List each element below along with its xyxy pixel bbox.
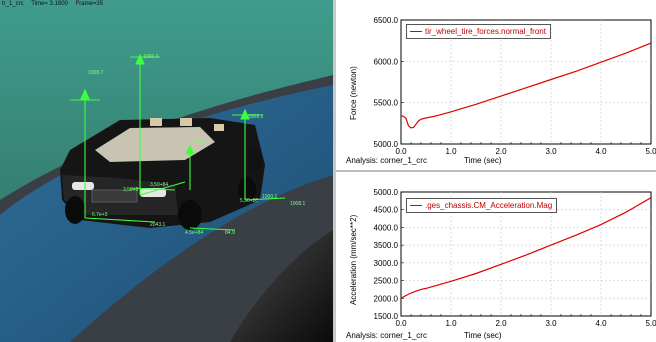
vector-annotations: 1008.7 1060.4 1009.5 3308.3 1008.1 3,50+… (88, 54, 306, 236)
force-plot-canvas: 0.0 1.0 2.0 3.0 4.0 5.0 6500.0 6000.0 5500.0 5000… (374, 16, 656, 156)
x-tick-label: 0.0 (395, 319, 407, 328)
x-tick-label: 1.0 (445, 319, 457, 328)
x-tick-label: 4.0 (595, 147, 607, 156)
plot-area (400, 19, 652, 145)
time-readout: Time= 3.1800 (31, 1, 68, 7)
x-tick-label: 1.0 (445, 147, 457, 156)
svg-text:3,50+84: 3,50+84 (150, 182, 168, 188)
svg-text:2043.1: 2043.1 (150, 222, 166, 228)
series-line (400, 197, 652, 299)
analysis-label: Analysis: (346, 331, 379, 340)
legend-swatch (410, 31, 422, 32)
analysis-label: Analysis: (346, 156, 379, 165)
series-line (400, 42, 652, 129)
svg-text:1009.5: 1009.5 (190, 139, 206, 145)
axis-footer: Analysis: corner_1_crc Time (sec) (346, 156, 501, 165)
y-tick-label: 2500.0 (374, 277, 399, 286)
analysis-value: corner_1_crc (380, 331, 427, 340)
acceleration-legend[interactable]: .ges_chassis.CM_Acceleration.Mag (406, 198, 558, 213)
svg-text:3308.3: 3308.3 (248, 114, 264, 120)
car-scene: 1008.7 1060.4 1009.5 3308.3 1008.1 3,50+… (0, 0, 333, 342)
legend-swatch (410, 205, 422, 206)
svg-text:1008.1: 1008.1 (290, 201, 306, 207)
x-tick-label: 3.0 (545, 147, 557, 156)
y-tick-label: 4000.0 (374, 223, 399, 232)
x-tick-label: 5.0 (645, 147, 656, 156)
y-tick-label: 5000.0 (374, 140, 399, 149)
analysis-value: corner_1_crc (380, 156, 427, 165)
legend-label: tir_wheel_tire_forces.normal_front (425, 27, 546, 36)
svg-text:1000.1: 1000.1 (262, 194, 278, 200)
y-tick-label: 6500.0 (374, 16, 399, 25)
y-tick-label: 5500.0 (374, 99, 399, 108)
y-tick-label: 1500.0 (374, 312, 399, 321)
x-tick-label: 0.0 (395, 147, 407, 156)
plot-divider (336, 170, 656, 172)
pane-divider[interactable] (333, 0, 336, 342)
y-axis-label: Force (newton) (349, 66, 358, 120)
force-legend[interactable]: tir_wheel_tire_forces.normal_front (406, 24, 551, 39)
y-tick-label: 5000.0 (374, 188, 399, 197)
y-axis-label: Acceleration (mm/sec**2) (349, 214, 358, 305)
x-tick-label: 3.0 (545, 319, 557, 328)
y-tick-label: 4500.0 (374, 206, 399, 215)
y-tick-label: 3000.0 (374, 259, 399, 268)
x-axis-label: Time (sec) (464, 156, 502, 165)
svg-text:3,5e+9: 3,5e+9 (123, 187, 139, 193)
force-vectors (70, 53, 286, 231)
y-tick-label: 2000.0 (374, 294, 399, 303)
svg-text:6.7e+3: 6.7e+3 (92, 212, 108, 218)
x-tick-label: 4.0 (595, 319, 607, 328)
svg-text:84.9: 84.9 (225, 230, 235, 236)
animation-viewport[interactable]: 1008.7 1060.4 1009.5 3308.3 1008.1 3,50+… (0, 0, 333, 342)
model-name: tr_1_crc (2, 1, 24, 7)
frame-readout: Frame=35 (75, 1, 104, 7)
axis-footer: Analysis: corner_1_crc Time (sec) (346, 331, 501, 340)
car-model (60, 118, 265, 230)
acceleration-plot[interactable]: 0.0 1.0 2.0 3.0 4.0 5.0 5000.0 4500.0 4000.0 3500… (336, 172, 656, 342)
svg-text:1060.4: 1060.4 (143, 54, 159, 60)
x-tick-label: 5.0 (645, 319, 656, 328)
legend-label: .ges_chassis.CM_Acceleration.Mag (425, 201, 553, 210)
x-axis-label: Time (sec) (464, 331, 502, 340)
svg-text:4.5e+84: 4.5e+84 (185, 230, 203, 236)
x-tick-label: 2.0 (495, 147, 507, 156)
y-tick-label: 6000.0 (374, 57, 399, 66)
x-tick-label: 2.0 (495, 319, 507, 328)
y-tick-label: 3500.0 (374, 241, 399, 250)
force-plot[interactable]: 0.0 1.0 2.0 3.0 4.0 5.0 6500.0 6000.0 5500.0 5000… (336, 0, 656, 170)
svg-text:5,30+80: 5,30+80 (240, 198, 258, 204)
svg-text:1008.7: 1008.7 (88, 70, 104, 76)
viewport-header: tr_1_crc Time= 3.1800 Frame=35 (2, 1, 109, 7)
